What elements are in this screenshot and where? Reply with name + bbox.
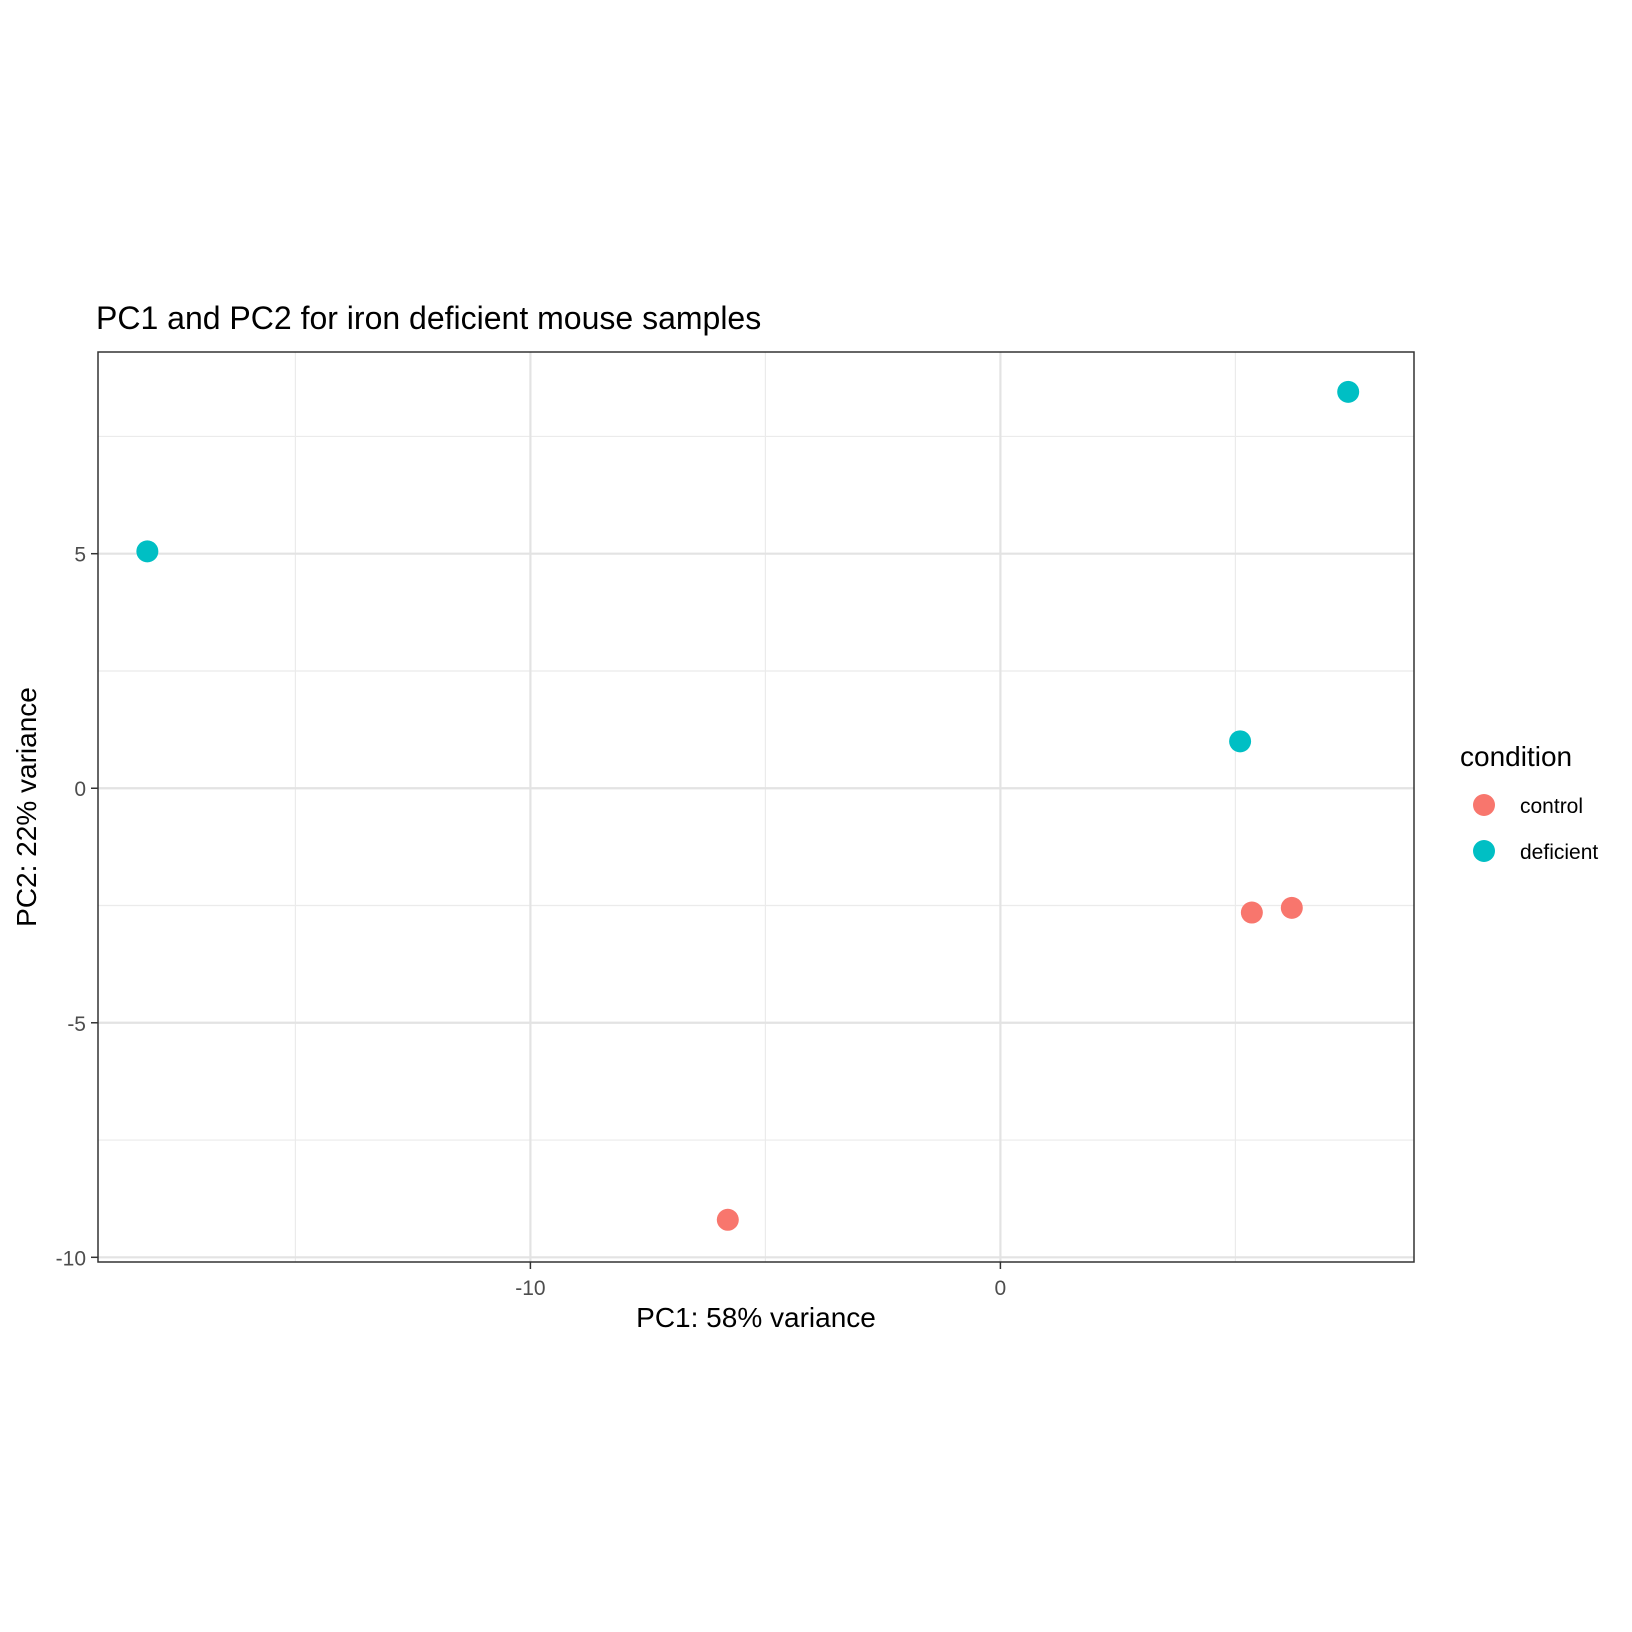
data-point-deficient [1337,380,1360,403]
legend-label-control: control [1520,795,1583,818]
legend-label-deficient: deficient [1520,841,1598,864]
y-tick-label: 5 [74,544,86,567]
x-tick-label: -10 [515,1277,545,1300]
plot-panel-border [97,351,1415,1263]
data-points [136,380,1360,1231]
minor-gridlines [98,352,1414,1262]
legend-title: condition [1460,741,1572,772]
y-tick-label: -5 [67,1013,86,1036]
data-point-deficient [136,540,159,563]
data-point-control [1280,896,1303,919]
data-point-control [716,1208,739,1231]
legend: condition control deficient [1460,741,1598,864]
x-tick-label: 0 [995,1277,1007,1300]
y-axis-title: PC2: 22% variance [11,687,42,927]
data-point-control [1240,901,1263,924]
chart-title: PC1 and PC2 for iron deficient mouse sam… [96,300,761,336]
tick-labels: -10 0 -10 -5 0 5 [56,544,1007,1300]
data-point-deficient [1229,730,1252,753]
y-tick-label: -10 [56,1247,86,1270]
major-gridlines [98,352,1414,1262]
legend-key-control [1473,794,1495,816]
y-tick-label: 0 [74,778,86,801]
legend-key-deficient [1473,840,1495,862]
plot-panel-background [98,352,1414,1262]
axis-ticks [91,552,1002,1269]
x-axis-title: PC1: 58% variance [636,1302,876,1333]
